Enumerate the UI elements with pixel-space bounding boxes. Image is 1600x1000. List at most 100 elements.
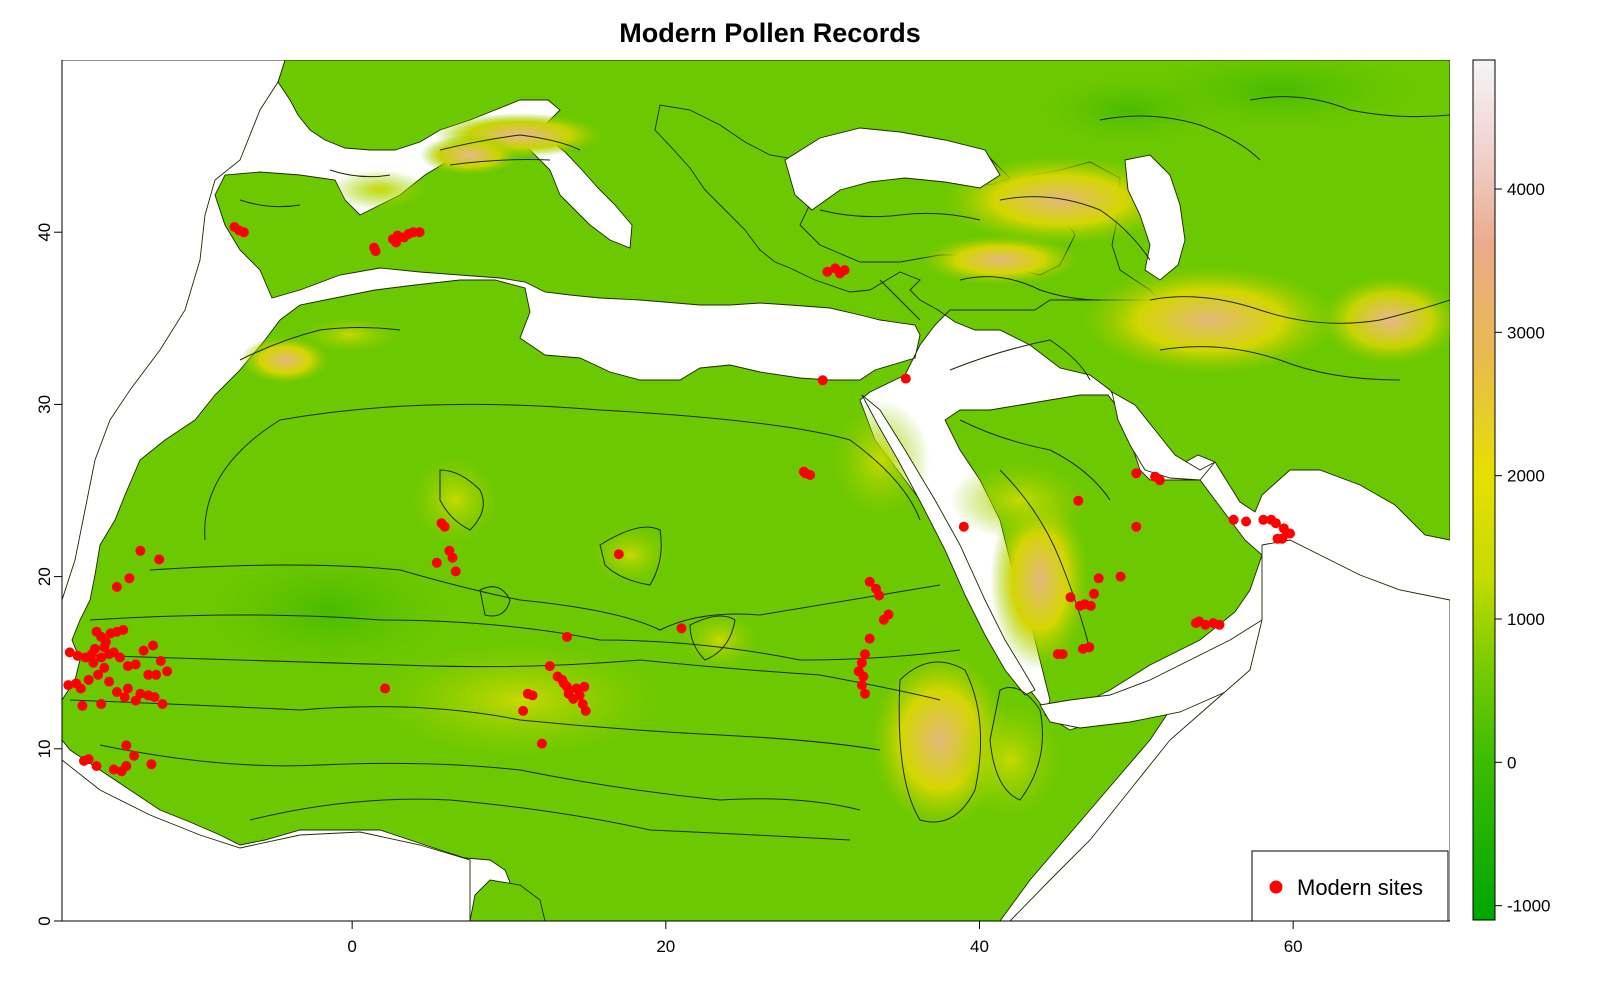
site-marker: [676, 623, 687, 634]
site-marker: [1228, 514, 1239, 525]
site-marker: [122, 661, 133, 672]
site-marker: [864, 633, 875, 644]
colorbar-tick-label: 4000: [1507, 180, 1545, 199]
y-axis: 0 10 20 30 40: [35, 60, 63, 926]
site-markers: [63, 222, 1295, 777]
site-marker: [391, 237, 402, 248]
site-marker: [414, 227, 425, 238]
site-marker: [864, 576, 875, 587]
site-marker: [108, 764, 119, 775]
persian-gulf: [1111, 391, 1216, 481]
site-marker: [96, 699, 107, 709]
site-marker: [1115, 571, 1126, 582]
site-marker: [75, 683, 86, 694]
site-marker: [151, 669, 162, 680]
site-marker: [83, 754, 94, 765]
site-marker: [155, 656, 166, 666]
site-marker: [527, 690, 538, 701]
site-marker: [580, 705, 591, 716]
legend: Modern sites: [1251, 850, 1449, 922]
site-marker: [99, 642, 110, 653]
y-tick-label: 30: [35, 395, 54, 414]
site-marker: [138, 645, 149, 656]
site-marker: [119, 692, 130, 703]
site-marker: [798, 466, 809, 477]
colorbar-fill: [1473, 60, 1495, 920]
land-southwest: [469, 879, 546, 921]
site-marker: [154, 554, 165, 565]
site-marker: [450, 566, 461, 577]
site-marker: [900, 373, 911, 384]
site-marker: [135, 545, 146, 556]
site-marker: [1065, 592, 1076, 603]
site-marker: [860, 688, 870, 699]
site-marker: [72, 650, 83, 661]
site-marker: [380, 683, 391, 694]
y-tick-label: 10: [35, 739, 54, 758]
atlantic-west: [62, 60, 286, 601]
site-marker: [447, 552, 458, 563]
site-marker: [1131, 468, 1142, 479]
legend-marker: [1269, 880, 1283, 894]
site-marker: [111, 687, 122, 697]
site-marker: [93, 669, 104, 680]
site-marker: [439, 521, 450, 532]
site-marker: [1084, 642, 1095, 653]
site-marker: [83, 674, 94, 685]
site-marker: [130, 659, 141, 670]
site-marker: [1089, 588, 1099, 599]
red-sea: [861, 394, 1036, 696]
site-marker: [817, 375, 828, 386]
site-marker: [121, 740, 132, 751]
site-marker: [89, 643, 100, 654]
site-marker: [143, 669, 154, 680]
site-marker: [858, 671, 869, 682]
site-marker: [856, 657, 867, 668]
site-marker: [562, 631, 572, 642]
site-marker: [1258, 514, 1269, 525]
site-marker: [860, 649, 870, 660]
black-sea: [784, 127, 1001, 211]
site-marker: [157, 699, 168, 709]
site-marker: [1154, 475, 1165, 486]
colorbar-tick-label: 2000: [1507, 467, 1545, 486]
x-tick-label: 60: [1284, 937, 1303, 956]
site-marker: [536, 738, 547, 749]
site-marker: [99, 662, 110, 673]
x-tick-label: 0: [347, 937, 356, 956]
y-tick-label: 0: [35, 916, 54, 925]
site-marker: [1200, 619, 1211, 630]
site-marker: [1085, 600, 1096, 611]
colorbar: 4000 3000 2000 1000 0 -1000: [1472, 59, 1550, 921]
contour-lines: [69, 96, 1450, 841]
site-marker: [579, 681, 590, 692]
site-marker: [64, 647, 75, 658]
site-marker: [568, 693, 579, 704]
site-marker: [121, 761, 132, 771]
site-marker: [1093, 573, 1104, 584]
site-marker: [1057, 649, 1068, 660]
site-marker: [88, 657, 99, 668]
site-marker: [77, 700, 88, 711]
site-marker: [369, 242, 380, 253]
x-axis: 0 20 40 60: [62, 920, 1450, 956]
site-marker: [104, 676, 115, 687]
site-marker: [1270, 518, 1281, 529]
site-marker: [1190, 618, 1201, 629]
site-marker: [874, 590, 885, 601]
site-marker: [96, 652, 107, 663]
y-tick-label: 40: [35, 223, 54, 242]
x-tick-label: 20: [656, 937, 675, 956]
site-marker: [1073, 495, 1084, 506]
site-marker: [162, 666, 173, 677]
site-marker: [431, 557, 442, 568]
site-marker: [518, 705, 529, 716]
colorbar-frame: [1472, 59, 1496, 921]
y-tick-label: 20: [35, 567, 54, 586]
site-marker: [91, 761, 102, 771]
site-marker: [129, 750, 140, 761]
legend-box: [1251, 850, 1449, 922]
x-tick-label: 40: [970, 937, 989, 956]
site-marker: [1241, 516, 1252, 527]
